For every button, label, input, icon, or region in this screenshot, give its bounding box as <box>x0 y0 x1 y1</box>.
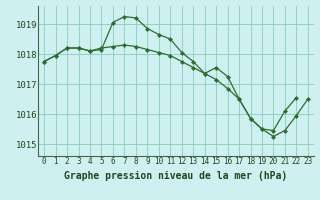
X-axis label: Graphe pression niveau de la mer (hPa): Graphe pression niveau de la mer (hPa) <box>64 171 288 181</box>
